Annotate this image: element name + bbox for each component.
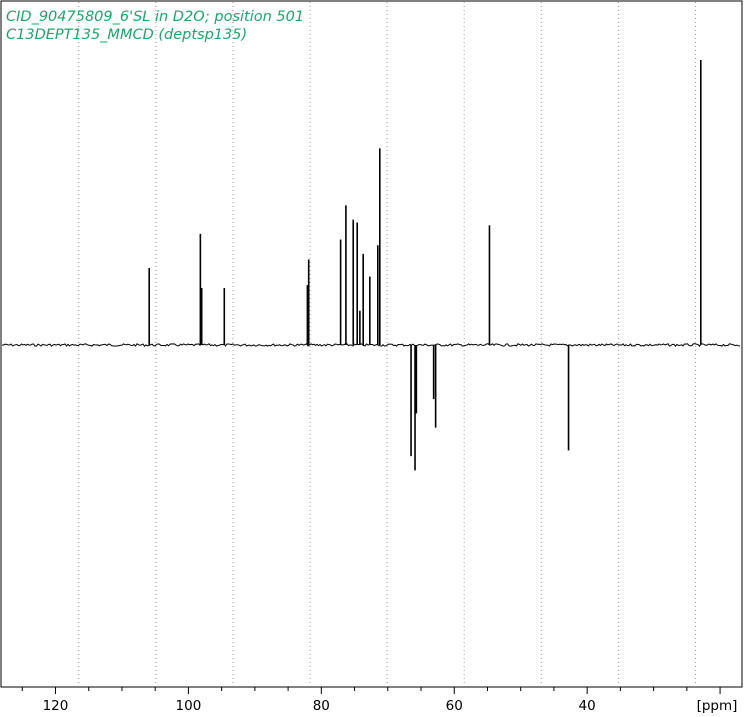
x-axis: 120 100 80 60 40 [21, 687, 721, 714]
x-tick-label: 80 [313, 698, 330, 714]
x-unit-label: [ppm] [697, 698, 738, 714]
x-tick-label: 120 [43, 698, 69, 714]
spectrum-trace [1, 60, 741, 471]
plot-frame [0, 0, 743, 688]
title-line-1: CID_90475809_6'SL in D2O; position 501 [6, 9, 304, 25]
baseline-noise [1, 343, 741, 348]
x-tick-label: 40 [579, 698, 596, 714]
x-tick-label: 60 [446, 698, 463, 714]
title-line-2: C13DEPT135_MMCD (deptsp135) [6, 27, 247, 43]
x-tick-label: 100 [176, 698, 202, 714]
